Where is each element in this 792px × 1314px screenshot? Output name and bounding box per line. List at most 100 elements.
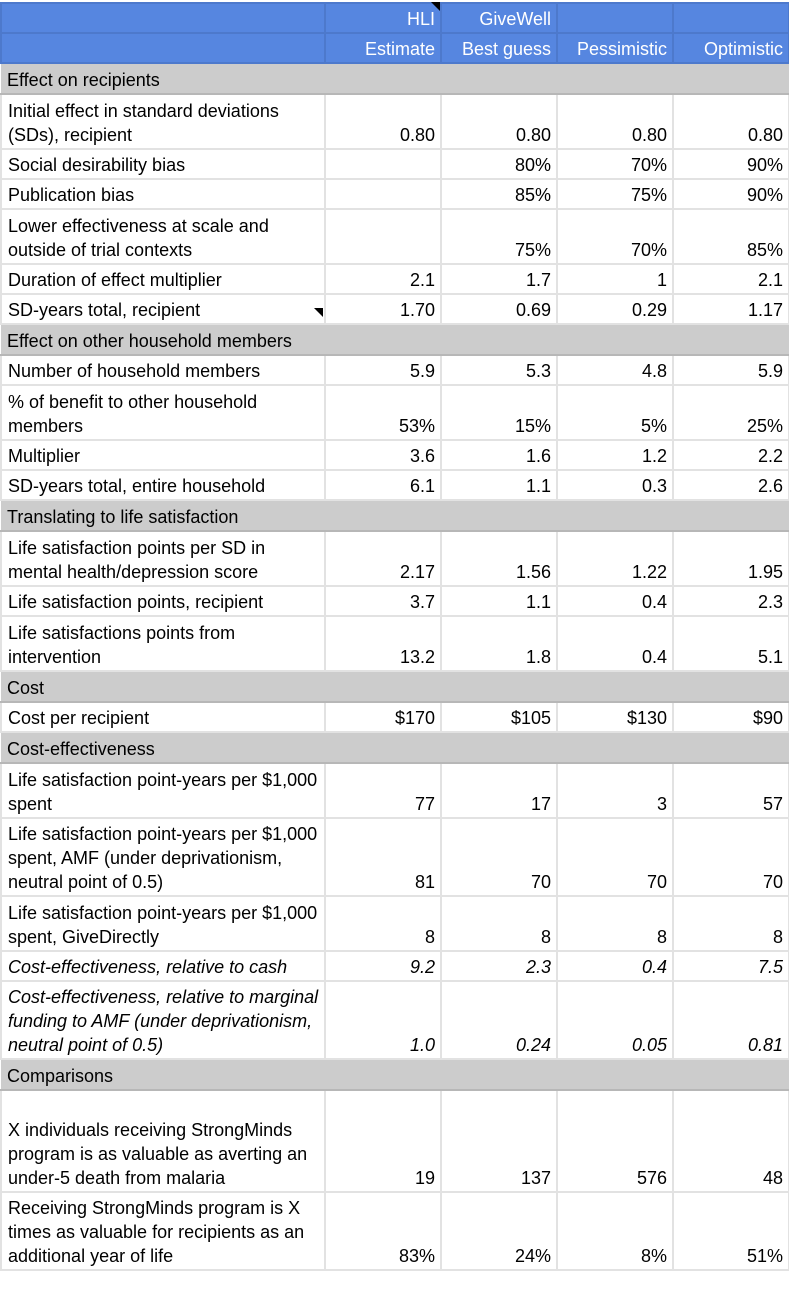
row-label-cell[interactable]: Life satisfaction point-years per $1,000… <box>0 762 326 819</box>
value-cell-hli-estimate[interactable]: 0.80 <box>324 93 442 150</box>
header-cell[interactable] <box>556 2 674 34</box>
section-title[interactable]: Comparisons <box>1 1058 790 1091</box>
value-cell-pessimistic[interactable]: 70% <box>556 208 674 265</box>
value-cell-hli-estimate[interactable]: 9.2 <box>324 950 442 982</box>
value-cell-optimistic[interactable]: 2.1 <box>672 263 790 295</box>
value-cell-optimistic[interactable]: 0.81 <box>672 980 790 1060</box>
value-cell-hli-estimate[interactable]: 6.1 <box>324 469 442 501</box>
row-label-cell[interactable]: Life satisfaction points, recipient <box>0 585 326 617</box>
header-cell-pessimistic[interactable]: Pessimistic <box>556 32 674 64</box>
row-label-cell[interactable]: Life satisfaction point-years per $1,000… <box>0 817 326 897</box>
section-title[interactable]: Translating to life satisfaction <box>1 499 790 532</box>
value-cell-hli-estimate[interactable]: 5.9 <box>324 354 442 386</box>
row-label-cell[interactable]: Cost-effectiveness, relative to cash <box>0 950 326 982</box>
value-cell-hli-estimate[interactable]: 8 <box>324 895 442 952</box>
value-cell-optimistic[interactable]: $90 <box>672 701 790 733</box>
value-cell-givewell-best-guess[interactable]: 1.6 <box>440 439 558 471</box>
value-cell-optimistic[interactable]: 1.95 <box>672 530 790 587</box>
value-cell-hli-estimate[interactable]: 13.2 <box>324 615 442 672</box>
value-cell-givewell-best-guess[interactable]: 24% <box>440 1191 558 1271</box>
value-cell-givewell-best-guess[interactable]: 0.24 <box>440 980 558 1060</box>
row-label-cell[interactable]: Cost-effectiveness, relative to marginal… <box>0 980 326 1060</box>
value-cell-pessimistic[interactable]: 0.4 <box>556 585 674 617</box>
header-cell[interactable] <box>0 32 326 64</box>
value-cell-hli-estimate[interactable]: 1.0 <box>324 980 442 1060</box>
value-cell-givewell-best-guess[interactable]: 1.1 <box>440 585 558 617</box>
value-cell-pessimistic[interactable]: 576 <box>556 1089 674 1193</box>
value-cell-hli-estimate[interactable]: 77 <box>324 762 442 819</box>
section-title[interactable]: Cost <box>1 670 790 703</box>
value-cell-optimistic[interactable]: 2.6 <box>672 469 790 501</box>
value-cell-optimistic[interactable]: 90% <box>672 148 790 180</box>
value-cell-optimistic[interactable]: 70 <box>672 817 790 897</box>
value-cell-givewell-best-guess[interactable]: 1.1 <box>440 469 558 501</box>
value-cell-givewell-best-guess[interactable]: 0.69 <box>440 293 558 325</box>
row-label-cell[interactable]: Social desirability bias <box>0 148 326 180</box>
value-cell-hli-estimate[interactable] <box>324 208 442 265</box>
value-cell-pessimistic[interactable]: 1 <box>556 263 674 295</box>
row-label-cell[interactable]: Duration of effect multiplier <box>0 263 326 295</box>
value-cell-hli-estimate[interactable]: 83% <box>324 1191 442 1271</box>
value-cell-hli-estimate[interactable]: $170 <box>324 701 442 733</box>
value-cell-optimistic[interactable]: 5.9 <box>672 354 790 386</box>
row-label-cell[interactable]: Life satisfaction points per SD in menta… <box>0 530 326 587</box>
row-label-cell[interactable]: Number of household members <box>0 354 326 386</box>
value-cell-hli-estimate[interactable] <box>324 178 442 210</box>
value-cell-optimistic[interactable]: 85% <box>672 208 790 265</box>
value-cell-optimistic[interactable]: 51% <box>672 1191 790 1271</box>
header-cell-optimistic[interactable]: Optimistic <box>672 32 790 64</box>
value-cell-hli-estimate[interactable]: 1.70 <box>324 293 442 325</box>
row-label-cell[interactable]: Life satisfaction point-years per $1,000… <box>0 895 326 952</box>
value-cell-pessimistic[interactable]: 75% <box>556 178 674 210</box>
header-cell[interactable] <box>672 2 790 34</box>
value-cell-pessimistic[interactable]: 0.80 <box>556 93 674 150</box>
value-cell-pessimistic[interactable]: 5% <box>556 384 674 441</box>
value-cell-pessimistic[interactable]: 0.05 <box>556 980 674 1060</box>
value-cell-givewell-best-guess[interactable]: 15% <box>440 384 558 441</box>
value-cell-givewell-best-guess[interactable]: 85% <box>440 178 558 210</box>
row-label-cell[interactable]: Receiving StrongMinds program is X times… <box>0 1191 326 1271</box>
value-cell-optimistic[interactable]: 90% <box>672 178 790 210</box>
value-cell-optimistic[interactable]: 7.5 <box>672 950 790 982</box>
value-cell-optimistic[interactable]: 2.3 <box>672 585 790 617</box>
value-cell-givewell-best-guess[interactable]: 1.7 <box>440 263 558 295</box>
row-label-cell[interactable]: % of benefit to other household members <box>0 384 326 441</box>
value-cell-givewell-best-guess[interactable]: 5.3 <box>440 354 558 386</box>
row-label-cell[interactable]: Publication bias <box>0 178 326 210</box>
header-cell-hli[interactable]: HLI <box>324 2 442 34</box>
row-label-cell[interactable]: Cost per recipient <box>0 701 326 733</box>
comment-indicator-icon[interactable] <box>431 2 440 11</box>
header-cell-best-guess[interactable]: Best guess <box>440 32 558 64</box>
value-cell-optimistic[interactable]: 5.1 <box>672 615 790 672</box>
header-cell[interactable] <box>0 2 326 34</box>
value-cell-givewell-best-guess[interactable]: 2.3 <box>440 950 558 982</box>
row-label-cell[interactable]: SD-years total, entire household <box>0 469 326 501</box>
value-cell-optimistic[interactable]: 1.17 <box>672 293 790 325</box>
value-cell-optimistic[interactable]: 48 <box>672 1089 790 1193</box>
section-title[interactable]: Effect on other household members <box>1 323 790 356</box>
value-cell-optimistic[interactable]: 8 <box>672 895 790 952</box>
value-cell-hli-estimate[interactable]: 53% <box>324 384 442 441</box>
value-cell-pessimistic[interactable]: 1.2 <box>556 439 674 471</box>
value-cell-pessimistic[interactable]: 70 <box>556 817 674 897</box>
value-cell-givewell-best-guess[interactable]: $105 <box>440 701 558 733</box>
value-cell-pessimistic[interactable]: 70% <box>556 148 674 180</box>
row-label-cell[interactable]: X individuals receiving StrongMinds prog… <box>0 1089 326 1193</box>
value-cell-pessimistic[interactable]: 0.29 <box>556 293 674 325</box>
section-title[interactable]: Cost-effectiveness <box>1 731 790 764</box>
value-cell-givewell-best-guess[interactable]: 137 <box>440 1089 558 1193</box>
value-cell-optimistic[interactable]: 57 <box>672 762 790 819</box>
value-cell-givewell-best-guess[interactable]: 80% <box>440 148 558 180</box>
value-cell-givewell-best-guess[interactable]: 1.56 <box>440 530 558 587</box>
value-cell-optimistic[interactable]: 2.2 <box>672 439 790 471</box>
value-cell-hli-estimate[interactable]: 19 <box>324 1089 442 1193</box>
value-cell-pessimistic[interactable]: 0.3 <box>556 469 674 501</box>
value-cell-pessimistic[interactable]: 8% <box>556 1191 674 1271</box>
value-cell-hli-estimate[interactable]: 2.1 <box>324 263 442 295</box>
value-cell-givewell-best-guess[interactable]: 8 <box>440 895 558 952</box>
value-cell-hli-estimate[interactable]: 2.17 <box>324 530 442 587</box>
value-cell-pessimistic[interactable]: 0.4 <box>556 950 674 982</box>
row-label-cell[interactable]: Lower effectiveness at scale and outside… <box>0 208 326 265</box>
value-cell-pessimistic[interactable]: 0.4 <box>556 615 674 672</box>
comment-indicator-icon[interactable] <box>314 308 323 317</box>
